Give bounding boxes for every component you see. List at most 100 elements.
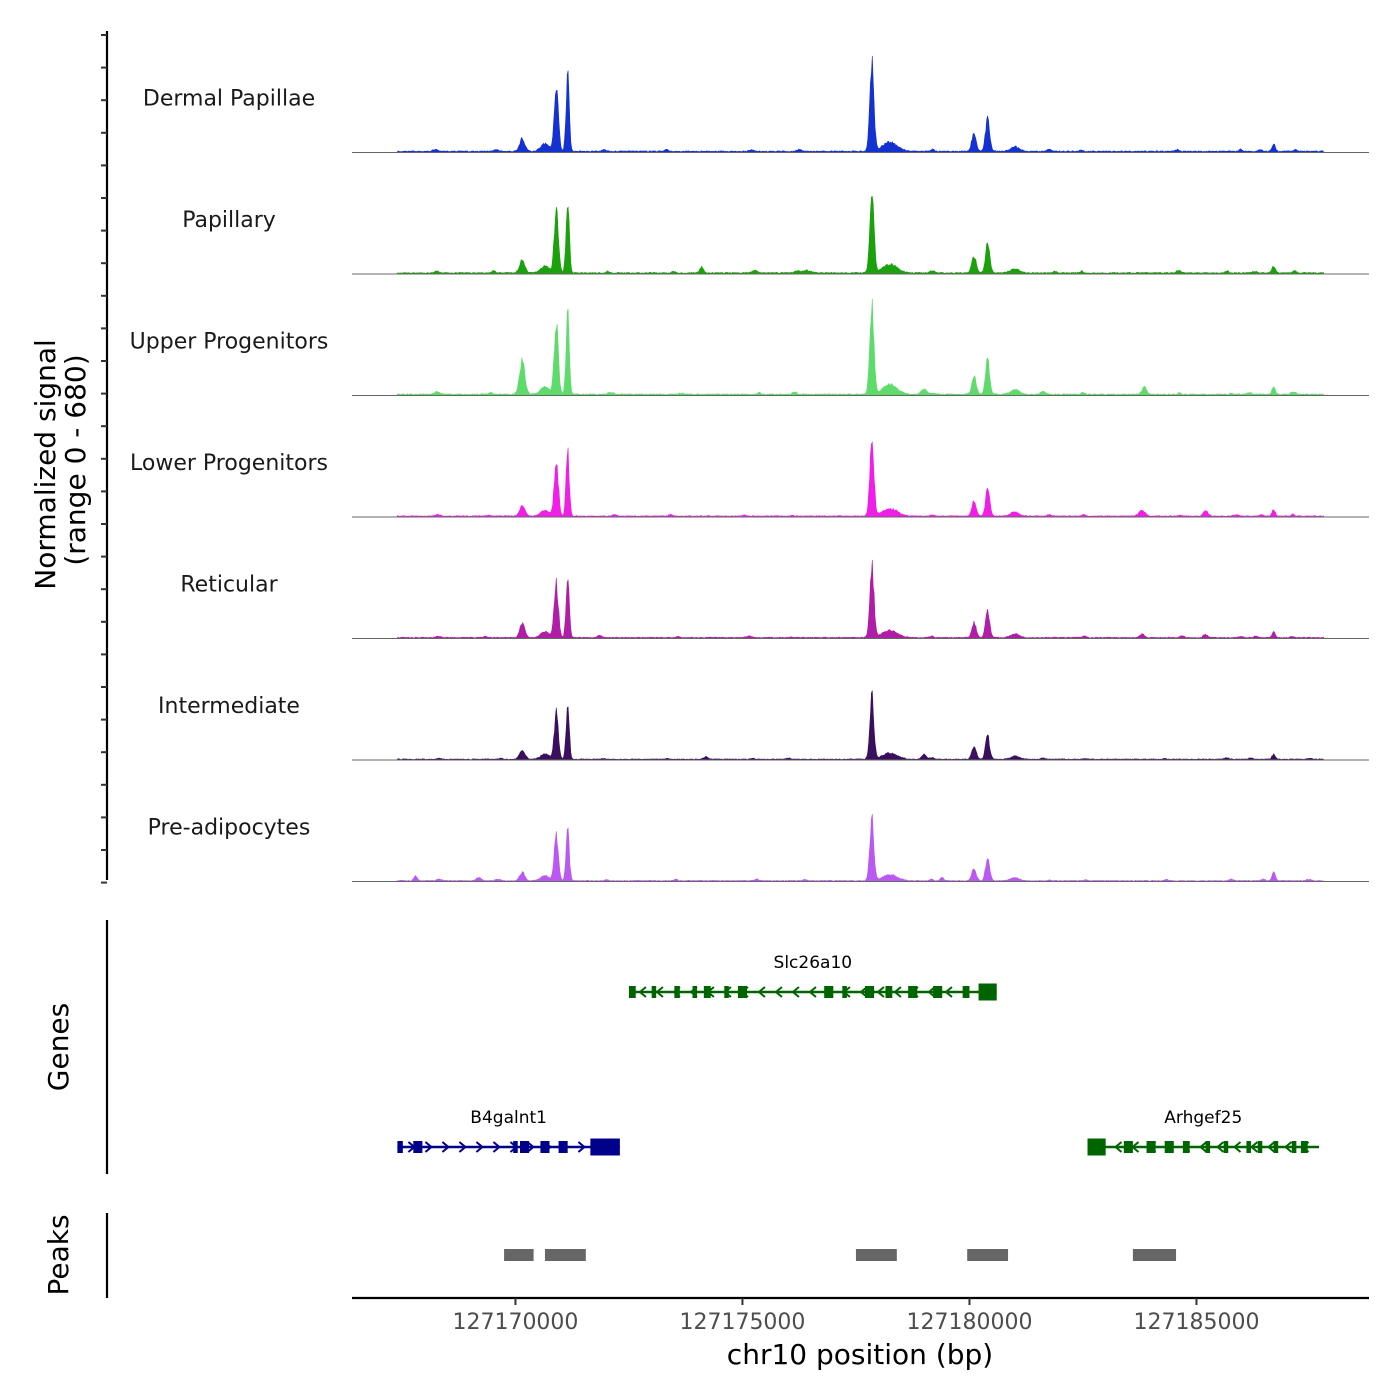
track-pre-adipocytes: Pre-adipocytes bbox=[148, 813, 1369, 882]
strand-arrow-icon bbox=[927, 986, 936, 998]
exon bbox=[413, 1141, 423, 1153]
strand-arrow-icon bbox=[441, 1141, 450, 1153]
exon bbox=[1273, 1141, 1279, 1153]
strand-arrow-icon bbox=[1232, 1141, 1242, 1153]
exon bbox=[513, 1141, 518, 1153]
exon bbox=[724, 986, 729, 998]
strand-arrow-icon bbox=[757, 986, 766, 998]
exon bbox=[737, 986, 747, 998]
x-axis-tick-label: 127185000 bbox=[1133, 1310, 1259, 1335]
track-intermediate: Intermediate bbox=[158, 690, 1369, 761]
strand-arrow-icon bbox=[1249, 1141, 1259, 1153]
coverage-area-papillary bbox=[397, 196, 1324, 275]
strand-arrow-icon bbox=[424, 1141, 433, 1153]
strand-arrow-icon bbox=[1266, 1141, 1276, 1153]
exon bbox=[824, 986, 834, 998]
genes-track-label: Genes bbox=[42, 1003, 75, 1091]
exon bbox=[885, 986, 893, 998]
x-axis-tick-label: 127175000 bbox=[679, 1310, 805, 1335]
exon bbox=[519, 1141, 530, 1153]
exon bbox=[1146, 1141, 1156, 1153]
exon bbox=[1223, 1141, 1229, 1153]
genes-panel: Slc26a10 B4galnt1 Arhgef25 bbox=[397, 953, 1320, 1156]
exon bbox=[1257, 1141, 1263, 1153]
peak-region bbox=[1132, 1249, 1177, 1261]
strand-arrow-icon bbox=[808, 986, 817, 998]
strand-arrow-icon bbox=[1198, 1141, 1208, 1153]
peak-region bbox=[504, 1249, 534, 1261]
track-upper-progenitors: Upper Progenitors bbox=[130, 298, 1369, 396]
strand-arrow-icon bbox=[791, 986, 800, 998]
exon bbox=[908, 986, 918, 998]
coverage-area-pre-adipocytes bbox=[397, 813, 1324, 882]
coverage-area-reticular bbox=[397, 559, 1324, 639]
track-label-upper-progenitors: Upper Progenitors bbox=[130, 330, 329, 355]
strand-arrow-icon bbox=[638, 986, 647, 998]
track-label-lower-progenitors: Lower Progenitors bbox=[130, 451, 328, 476]
exon bbox=[590, 1138, 620, 1156]
strand-arrow-icon bbox=[458, 1141, 467, 1153]
coverage-panel: Dermal Papillae Papillary Upper Progenitor… bbox=[130, 55, 1369, 882]
exon bbox=[703, 986, 711, 998]
exon bbox=[1164, 1141, 1174, 1153]
exon bbox=[978, 983, 997, 1001]
gene-label-b4galnt1: B4galnt1 bbox=[470, 1108, 547, 1128]
exon bbox=[1205, 1141, 1211, 1153]
track-papillary: Papillary bbox=[182, 196, 1369, 275]
coverage-y-axis-ticks bbox=[101, 34, 107, 884]
exon bbox=[540, 1141, 550, 1153]
exon bbox=[1246, 1141, 1251, 1153]
gene-label-arhgef25: Arhgef25 bbox=[1164, 1108, 1242, 1128]
exon bbox=[933, 986, 943, 998]
gene-label-slc26a10: Slc26a10 bbox=[774, 953, 853, 973]
peaks-track-label: Peaks bbox=[42, 1214, 75, 1295]
strand-arrow-icon bbox=[577, 1141, 586, 1153]
track-label-pre-adipocytes: Pre-adipocytes bbox=[148, 816, 311, 841]
gene-b4galnt1: B4galnt1 bbox=[397, 1108, 620, 1156]
exon bbox=[1123, 1141, 1133, 1153]
strand-arrow-icon bbox=[526, 1141, 535, 1153]
exon bbox=[1087, 1138, 1106, 1156]
exon bbox=[1300, 1141, 1308, 1153]
strand-arrow-icon bbox=[774, 986, 783, 998]
track-reticular: Reticular bbox=[180, 559, 1369, 639]
strand-arrow-icon bbox=[492, 1141, 501, 1153]
strand-arrow-icon bbox=[1215, 1141, 1225, 1153]
exon bbox=[865, 986, 875, 998]
strand-arrow-icon bbox=[1113, 1141, 1123, 1153]
exon bbox=[397, 1141, 403, 1153]
track-label-reticular: Reticular bbox=[180, 573, 278, 598]
exon bbox=[558, 1141, 568, 1153]
strand-arrow-icon bbox=[859, 986, 868, 998]
x-axis-tick-label: 127180000 bbox=[906, 1310, 1032, 1335]
peak-region bbox=[967, 1249, 1009, 1261]
coverage-area-lower-progenitors bbox=[397, 441, 1324, 518]
peak-region bbox=[544, 1249, 586, 1261]
exon bbox=[628, 986, 636, 998]
exon bbox=[962, 986, 970, 998]
coverage-area-dermal-papillae bbox=[397, 55, 1324, 153]
exon bbox=[1291, 1141, 1297, 1153]
coverage-y-axis-title: Normalized signal (range 0 - 680) bbox=[29, 330, 92, 589]
track-lower-progenitors: Lower Progenitors bbox=[130, 441, 1369, 518]
exon bbox=[651, 986, 657, 998]
strand-arrow-icon bbox=[876, 986, 885, 998]
strand-arrow-icon bbox=[893, 986, 902, 998]
x-axis-tick-label: 127170000 bbox=[452, 1310, 578, 1335]
peaks-panel bbox=[504, 1249, 1177, 1261]
coverage-area-upper-progenitors bbox=[397, 298, 1324, 396]
track-label-papillary: Papillary bbox=[182, 208, 276, 233]
strand-arrow-icon bbox=[475, 1141, 484, 1153]
x-axis-title: chr10 position (bp) bbox=[727, 1338, 993, 1371]
track-label-dermal-papillae: Dermal Papillae bbox=[143, 87, 315, 112]
track-label-intermediate: Intermediate bbox=[158, 694, 300, 719]
x-axis-ticks: 127170000 127175000 127180000 127185000 bbox=[452, 1298, 1259, 1335]
strand-arrow-icon bbox=[944, 986, 953, 998]
peak-region bbox=[855, 1249, 897, 1261]
strand-arrow-icon bbox=[1283, 1141, 1293, 1153]
exon bbox=[842, 986, 847, 998]
gene-arhgef25: Arhgef25 bbox=[1087, 1108, 1320, 1156]
y-axis-title-line-2: (range 0 - 680) bbox=[59, 354, 92, 565]
exon bbox=[692, 986, 698, 998]
